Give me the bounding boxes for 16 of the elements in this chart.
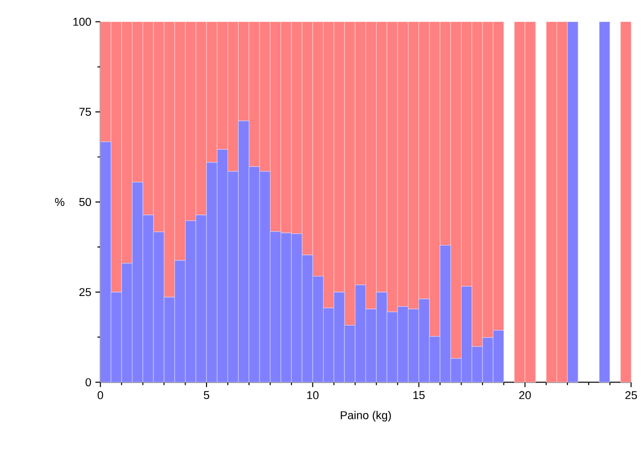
x-tick-label: 5 — [204, 390, 210, 399]
y-tick-label: 25 — [79, 288, 91, 296]
bar — [620, 21, 632, 382]
x-tick-label: 20 — [519, 390, 531, 399]
bar — [599, 21, 610, 382]
x-tick-label: 0 — [98, 390, 104, 399]
x-axis-title: Paino (kg) — [340, 410, 391, 422]
x-tick-label: 25 — [625, 390, 637, 399]
y-tick-label: 100 — [73, 18, 91, 26]
y-tick-label: 0 — [86, 378, 92, 386]
y-tick-label: 50 — [79, 198, 92, 206]
y-tick-label: 75 — [79, 108, 91, 116]
bar — [567, 21, 578, 382]
x-tick-label: 10 — [307, 390, 319, 399]
y-axis-title: % — [55, 198, 64, 206]
x-tick-label: 15 — [413, 390, 425, 399]
